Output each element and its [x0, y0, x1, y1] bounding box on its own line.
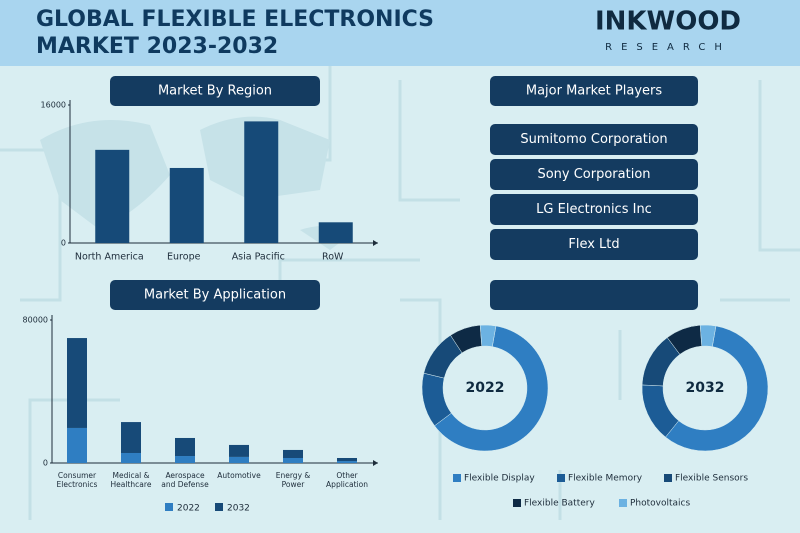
y-tick-label: 80000 [23, 316, 48, 325]
player-name: Sumitomo Corporation [520, 132, 667, 147]
player-name: Flex Ltd [568, 237, 619, 252]
header-title: MARKET 2023-2032 [36, 34, 278, 59]
bar-segment [229, 456, 249, 463]
legend-swatch [619, 499, 627, 507]
player-pill [490, 159, 698, 190]
donut-segment [665, 325, 769, 452]
legend-swatch [513, 499, 521, 507]
bar-segment [121, 452, 141, 463]
legend-label: Flexible Memory [568, 474, 643, 484]
bar-segment [337, 461, 357, 463]
x-tick-label: Application [326, 480, 368, 489]
legend-label: Flexible Sensors [675, 474, 748, 484]
bar-segment [175, 437, 195, 457]
bar [95, 149, 130, 243]
bar-segment [337, 457, 357, 462]
player-name: LG Electronics Inc [536, 202, 652, 217]
bar-segment [67, 338, 87, 428]
legend-label: Flexible Battery [524, 499, 595, 509]
section-pill [490, 280, 698, 310]
player-pill [490, 124, 698, 155]
donut-center-label: 2032 [686, 380, 725, 396]
bar [169, 167, 204, 243]
donut-segment [479, 324, 497, 347]
legend-swatch [215, 503, 223, 511]
x-tick-label: Electronics [57, 480, 98, 489]
y-tick-label: 0 [61, 239, 66, 248]
bar-segment [283, 449, 303, 458]
brand-sub: RESEARCH [605, 42, 731, 53]
x-tick-label: Other [336, 471, 358, 480]
bar [318, 222, 353, 243]
player-name: Sony Corporation [537, 167, 650, 182]
section-title: Market By Application [144, 288, 286, 303]
x-tick-label: Europe [167, 252, 201, 263]
player-pill [490, 229, 698, 260]
x-tick-label: Energy & [276, 471, 311, 480]
legend-label: 2032 [227, 504, 250, 514]
bar-segment [283, 457, 303, 463]
x-tick-label: Aerospace [165, 471, 205, 480]
x-tick-label: RoW [322, 252, 344, 263]
x-tick-label: Healthcare [111, 480, 152, 489]
donut-segment [434, 325, 549, 452]
x-tick-label: Consumer [58, 471, 97, 480]
player-pill [490, 194, 698, 225]
axis-arrow [373, 460, 378, 466]
section-title: Major Market Players [526, 84, 662, 99]
section-pill [110, 280, 320, 310]
legend-swatch [453, 474, 461, 482]
x-tick-label: Automotive [217, 471, 261, 480]
legend-label: Flexible Display [464, 474, 535, 484]
header-title: GLOBAL FLEXIBLE ELECTRONICS [36, 7, 434, 32]
y-tick-label: 0 [43, 459, 48, 468]
bar [244, 121, 279, 243]
legend-label: 2022 [177, 504, 200, 514]
axis-arrow [373, 240, 378, 246]
legend-swatch [557, 474, 565, 482]
y-tick-label: 16000 [41, 101, 66, 110]
x-tick-label: North America [75, 252, 144, 263]
bar-segment [67, 427, 87, 463]
legend-swatch [165, 503, 173, 511]
brand: INKWOOD [595, 7, 741, 37]
x-tick-label: Medical & [113, 471, 150, 480]
bar-segment [121, 422, 141, 453]
section-title: Market By Region [158, 84, 272, 99]
header-band [0, 0, 800, 66]
legend-label: Photovoltaics [630, 499, 690, 509]
section-pill [490, 76, 698, 106]
bar-segment [229, 444, 249, 457]
bar-segment [175, 456, 195, 463]
donut-segment [699, 324, 717, 347]
legend-swatch [664, 474, 672, 482]
x-tick-label: Power [282, 480, 306, 489]
section-pill [110, 76, 320, 106]
donut-center-label: 2022 [466, 380, 505, 396]
x-tick-label: Asia Pacific [232, 252, 285, 263]
x-tick-label: and Defense [161, 480, 209, 489]
